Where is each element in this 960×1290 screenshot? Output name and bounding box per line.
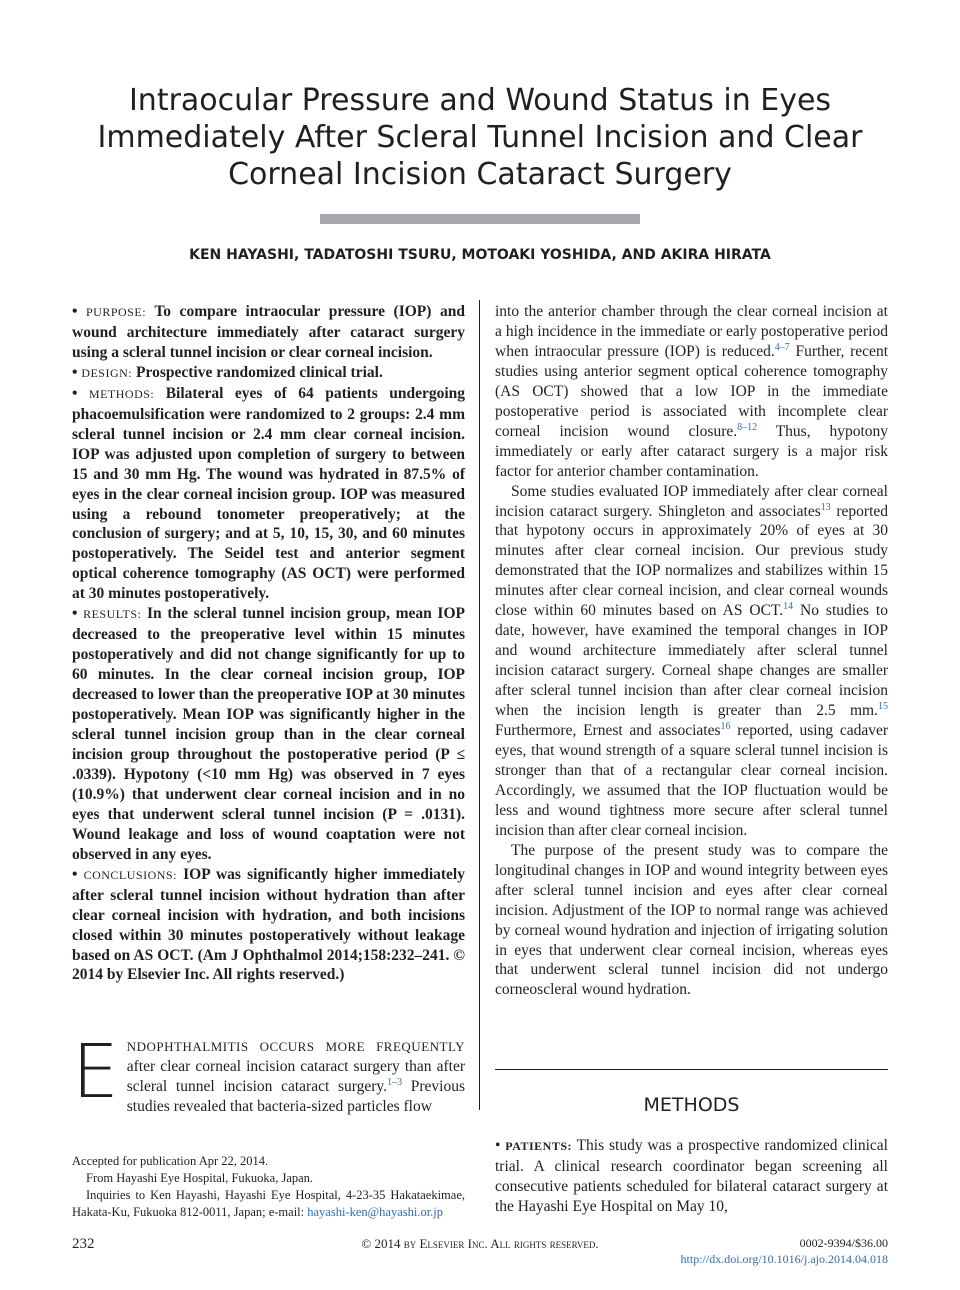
abstract-item: • RESULTS: In the scleral tunnel incisio… xyxy=(72,605,465,863)
body-text: into the anterior chamber through the cl… xyxy=(495,302,888,1000)
abstract-label: CONCLUSIONS: xyxy=(83,867,177,882)
citation: 16 xyxy=(720,720,731,732)
abstract-text: Prospective randomized clinical trial. xyxy=(136,363,383,381)
page-number: 232 xyxy=(72,1236,95,1252)
methods-paragraph: • PATIENTS: This study was a prospective… xyxy=(495,1137,888,1215)
abstract-text: Bilateral eyes of 64 patients undergoing… xyxy=(72,384,466,603)
footnote: Inquiries to Ken Hayashi, Hayashi Eye Ho… xyxy=(72,1187,465,1221)
article-title: Intraocular Pressure and Wound Status in… xyxy=(0,82,960,193)
citation: 14 xyxy=(783,601,794,613)
text-run: Previous studies revealed that bacteria-… xyxy=(126,1077,466,1115)
doi-link[interactable]: http://dx.doi.org/10.1016/j.ajo.2014.04.… xyxy=(680,1252,888,1266)
abstract-label: DESIGN: xyxy=(81,365,133,380)
issn: 0002-9394/$36.00 xyxy=(799,1236,888,1250)
paragraph-text: This study was a prospective randomized … xyxy=(495,1137,888,1215)
citation: 4–7 xyxy=(774,341,790,353)
column-divider xyxy=(479,300,480,1110)
abstract-item: • METHODS: Bilateral eyes of 64 patients… xyxy=(72,384,466,603)
abstract-label: METHODS: xyxy=(88,386,155,401)
abstract-item: • PURPOSE: To compare intraocular pressu… xyxy=(72,303,465,361)
abstract: • PURPOSE: To compare intraocular pressu… xyxy=(72,302,465,985)
paragraph-label: PATIENTS: xyxy=(505,1139,573,1153)
footnote-text: Inquiries to Ken Hayashi, Hayashi Eye Ho… xyxy=(72,1188,465,1219)
text-run: No studies to date, however, have examin… xyxy=(495,602,888,720)
section-heading: METHODS xyxy=(643,1094,740,1116)
footnote: Accepted for publication Apr 22, 2014. xyxy=(72,1154,269,1168)
footnote: From Hayashi Eye Hospital, Fukuoka, Japa… xyxy=(86,1171,314,1185)
abstract-item: • CONCLUSIONS: IOP was significantly hig… xyxy=(72,865,465,984)
footnotes: Accepted for publication Apr 22, 2014. F… xyxy=(72,1153,465,1221)
email-link[interactable]: hayashi-ken@hayashi.or.jp xyxy=(307,1205,444,1219)
paragraph: The purpose of the present study was to … xyxy=(495,841,888,1001)
text-run: Further, recent studies using anterior s… xyxy=(495,342,888,440)
text-run: reported that hypotony occurs in approxi… xyxy=(495,502,889,620)
abstract-label: RESULTS: xyxy=(83,607,142,622)
text-run: Some studies evaluated IOP immediately a… xyxy=(495,482,888,520)
title-line: Intraocular Pressure and Wound Status in… xyxy=(128,83,832,118)
title-bar xyxy=(320,214,640,224)
citation: 8–12 xyxy=(737,421,758,433)
text-run: Furthermore, Ernest and associates xyxy=(495,722,721,740)
text-run: Thus, hypotony immediately or early afte… xyxy=(495,422,889,480)
abstract-item: • DESIGN: Prospective randomized clinica… xyxy=(72,363,383,381)
copyright: © 2014 by Elsevier Inc. All rights reser… xyxy=(361,1236,599,1251)
authors: KEN HAYASHI, TADATOSHI TSURU, MOTOAKI YO… xyxy=(189,247,771,263)
abstract-label: PURPOSE: xyxy=(86,305,147,319)
title-line: Corneal Incision Cataract Surgery xyxy=(228,157,732,192)
citation: 15 xyxy=(878,700,888,712)
paragraph: into the anterior chamber through the cl… xyxy=(495,302,888,482)
citation: 13 xyxy=(820,501,831,513)
text-run: The purpose of the present study was to … xyxy=(495,841,888,999)
text-run: after clear corneal incision cataract su… xyxy=(126,1057,465,1095)
lead-in: NDOPHTHALMITIS OCCURS MORE FREQUENTLY xyxy=(126,1039,465,1054)
drop-cap: E xyxy=(72,1029,119,1115)
section-rule xyxy=(495,1069,888,1070)
abstract-text: IOP was significantly higher immediately… xyxy=(72,865,465,984)
abstract-text: In the scleral tunnel incision group, me… xyxy=(72,605,465,863)
text-run: reported, using cadaver eyes, that wound… xyxy=(495,722,888,839)
paragraph: Some studies evaluated IOP immediately a… xyxy=(495,482,888,841)
abstract-text: To compare intraocular pressure (IOP) an… xyxy=(72,303,465,361)
text-run: into the anterior chamber through the cl… xyxy=(495,303,888,360)
citation: 1–3 xyxy=(387,1076,403,1088)
title-line: Immediately After Scleral Tunnel Incisio… xyxy=(97,120,863,155)
introduction: E NDOPHTHALMITIS OCCURS MORE FREQUENTLY a… xyxy=(72,1029,466,1117)
